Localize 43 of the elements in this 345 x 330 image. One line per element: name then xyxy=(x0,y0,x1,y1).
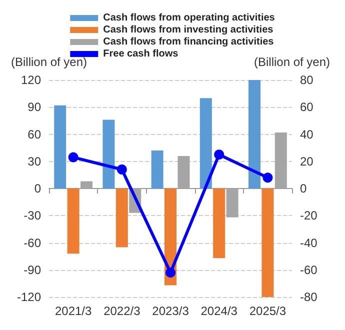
bar xyxy=(151,150,164,188)
bar xyxy=(248,80,260,188)
point xyxy=(68,152,78,162)
y2-tick-label: -60 xyxy=(300,262,318,277)
y-tick-label: 60 xyxy=(28,127,42,142)
bar xyxy=(116,188,128,248)
point xyxy=(116,164,127,175)
bar xyxy=(200,98,212,188)
y-tick-label: -30 xyxy=(24,208,42,223)
y-tick-label: -90 xyxy=(24,262,42,277)
legend-label: Cash flows from operating activities xyxy=(103,12,276,24)
bar xyxy=(262,188,274,297)
bar xyxy=(54,105,66,188)
y2-tick-label: 60 xyxy=(300,100,314,114)
x-tick-label: 2025/3 xyxy=(249,304,286,318)
x-tick-label: 2021/3 xyxy=(54,304,92,318)
x-tick-label: 2024/3 xyxy=(200,304,238,318)
y2-tick-label: 20 xyxy=(300,154,314,168)
legend-label: Cash flows from financing activities xyxy=(103,36,274,48)
bar xyxy=(67,188,80,254)
bar xyxy=(102,120,115,188)
y2-tick-label: -20 xyxy=(300,208,318,223)
y2-tick-label: -80 xyxy=(300,290,318,304)
y-tick-label: -120 xyxy=(16,290,42,304)
bar xyxy=(213,188,226,258)
y-axis-title: (Billion of yen) xyxy=(11,55,88,69)
legend-label: Free cash flows xyxy=(103,48,179,60)
y-tick-label: 120 xyxy=(20,73,42,87)
y-tick-label: 30 xyxy=(28,154,42,168)
y-tick-label: 90 xyxy=(28,100,42,114)
y2-tick-label: -40 xyxy=(300,236,318,250)
point xyxy=(214,150,224,160)
y2-tick-label: 0 xyxy=(300,182,307,196)
y2-tick-label: 40 xyxy=(300,127,314,142)
y-tick-label: 0 xyxy=(34,182,42,196)
x-tick-label: 2023/3 xyxy=(152,304,190,318)
x-tick-label: 2022/3 xyxy=(104,304,141,318)
point xyxy=(166,268,176,278)
point xyxy=(262,172,273,183)
y2-tick-label: 80 xyxy=(300,73,314,87)
y-tick-label: -60 xyxy=(24,236,42,250)
legend-label: Cash flows from investing activities xyxy=(103,24,274,36)
y2-axis-title: (Billion of yen) xyxy=(254,55,330,69)
